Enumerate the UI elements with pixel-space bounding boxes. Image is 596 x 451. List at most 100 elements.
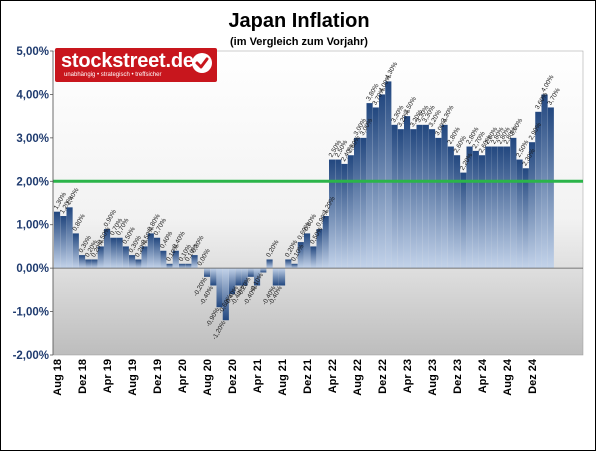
bar (447, 146, 454, 269)
x-tick-label: Aug 20 (202, 359, 214, 396)
bar (191, 255, 198, 269)
logo-tagline: unabhängig • strategisch • treffsicher (64, 72, 162, 78)
bars-layer (54, 81, 554, 321)
bar (116, 237, 123, 269)
bar (347, 155, 354, 269)
axes-layer: -2,00% -1,00% 0,00% 1,00% 2,00% 3,00% 4,00% 5,0… (13, 46, 583, 396)
x-tick-label: Aug 22 (352, 359, 364, 396)
bar (97, 246, 104, 269)
bar (522, 168, 529, 269)
bar (285, 259, 292, 269)
bar (110, 237, 117, 269)
bar (497, 146, 504, 269)
bar (172, 250, 179, 269)
bar (60, 216, 67, 269)
bar (429, 129, 436, 269)
y-tick-label: -2,00% (13, 350, 49, 362)
bar (485, 146, 492, 269)
x-tick-label: Dez 21 (302, 359, 314, 394)
bar (160, 250, 167, 269)
chart-title: Japan Inflation (228, 10, 369, 32)
bar (310, 246, 317, 269)
bar (354, 137, 361, 269)
x-tick-label: Apr 21 (252, 359, 264, 393)
bar (129, 255, 136, 269)
x-tick-label: Dez 19 (152, 359, 164, 394)
bar (397, 129, 404, 269)
bar (229, 268, 236, 295)
bar (547, 107, 554, 269)
bar (435, 137, 442, 269)
chart-subtitle: (im Vergleich zum Vorjahr) (230, 36, 368, 48)
bar (535, 111, 542, 269)
x-tick-label: Apr 23 (402, 359, 414, 393)
bar (235, 268, 242, 286)
bar (441, 124, 448, 269)
checkmark-icon (192, 53, 212, 73)
x-tick-label: Aug 18 (52, 359, 64, 396)
bar (266, 259, 273, 269)
bar (85, 259, 92, 269)
logo-text: stockstreet.de (61, 50, 194, 72)
y-tick-label: 3,00% (16, 133, 49, 145)
bar (79, 255, 86, 269)
bar (122, 246, 129, 269)
x-tick-label: Apr 19 (102, 359, 114, 393)
bar (66, 207, 73, 269)
y-tick-label: 4,00% (16, 89, 49, 101)
bar (154, 237, 161, 269)
y-tick-label: -1,00% (13, 307, 49, 319)
bar (404, 116, 411, 269)
bar (166, 263, 173, 269)
bar (179, 263, 186, 269)
bar (204, 268, 211, 277)
bar (472, 150, 479, 269)
bar (135, 259, 142, 269)
bar (491, 146, 498, 269)
x-tick-label: Aug 21 (277, 359, 289, 396)
stockstreet-logo: stockstreet.de unabhängig • strategisch … (55, 48, 217, 82)
bar (329, 159, 336, 269)
bar (385, 81, 392, 269)
bar (510, 137, 517, 269)
bar (91, 259, 98, 269)
bar (297, 242, 304, 269)
bar (372, 107, 379, 269)
bar (272, 268, 279, 286)
bar (422, 124, 429, 269)
x-tick-label: Aug 23 (427, 359, 439, 396)
bar (291, 263, 298, 269)
bar (316, 229, 323, 269)
y-tick-label: 2,00% (16, 176, 49, 188)
bar (360, 137, 367, 269)
bar (279, 268, 286, 286)
bar (416, 124, 423, 269)
y-tick-label: 5,00% (16, 46, 49, 58)
x-tick-label: Apr 22 (327, 359, 339, 393)
bar (147, 233, 154, 269)
bar (104, 229, 111, 269)
y-tick-label: 1,00% (16, 220, 49, 232)
bar (54, 211, 61, 269)
bar (260, 268, 267, 273)
x-tick-label: Dez 22 (377, 359, 389, 394)
bar (529, 142, 536, 269)
x-tick-label: Dez 20 (227, 359, 239, 394)
x-tick-label: Aug 24 (502, 358, 514, 396)
x-tick-label: Dez 24 (527, 358, 539, 394)
bar (254, 268, 261, 286)
bar (335, 159, 342, 269)
bar (72, 233, 79, 269)
bar (410, 129, 417, 269)
bar (479, 155, 486, 269)
bar (341, 163, 348, 269)
x-tick-label: Apr 24 (477, 358, 489, 393)
bar (504, 146, 511, 269)
bar (366, 103, 373, 269)
bar (391, 124, 398, 269)
x-tick-label: Dez 18 (77, 359, 89, 394)
bar (222, 268, 229, 321)
bar (210, 268, 217, 286)
